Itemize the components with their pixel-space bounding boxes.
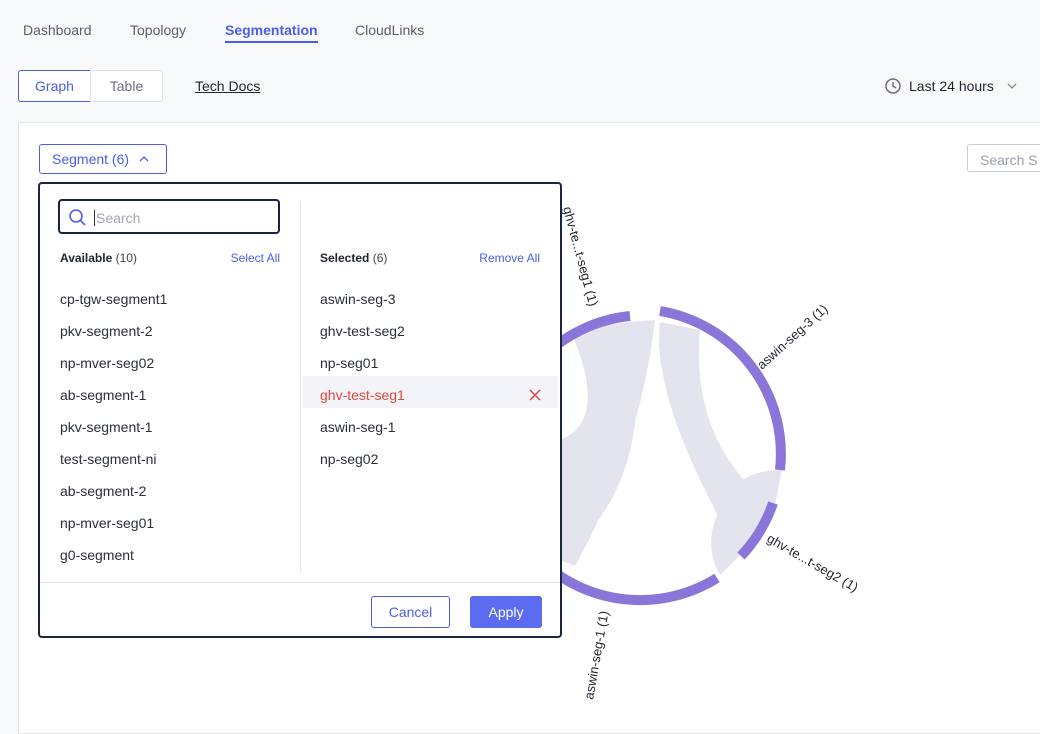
search-icon — [69, 209, 86, 226]
apply-button[interactable]: Apply — [470, 596, 542, 628]
clock-icon — [885, 78, 901, 94]
available-label: Available — [60, 251, 113, 265]
selected-item[interactable]: aswin-seg-1 — [320, 419, 396, 435]
selected-item-hover[interactable]: ghv-test-seg1 — [320, 387, 405, 403]
chord — [560, 322, 637, 560]
footer-divider — [40, 582, 560, 583]
selected-item[interactable]: ghv-test-seg2 — [320, 323, 405, 339]
chord-label: ghv-te...t-seg2 (1) — [765, 531, 861, 595]
selected-item[interactable]: aswin-seg-3 — [320, 291, 396, 307]
tab[interactable]: Topology — [130, 22, 187, 38]
chord-label: ghv-te...t-seg1 (1) — [560, 205, 601, 308]
time-range[interactable]: Last 24 hours — [909, 78, 994, 94]
arc — [659, 306, 786, 471]
selected-item[interactable]: np-seg02 — [320, 451, 379, 467]
tab[interactable]: CloudLinks — [355, 22, 425, 38]
search-input[interactable]: Search S — [967, 144, 1040, 172]
chord-label: aswin-seg-1 (1) — [581, 610, 611, 701]
segment-filter-button[interactable]: Segment (6) — [39, 144, 167, 174]
chord — [711, 470, 782, 575]
available-item[interactable]: pkv-segment-1 — [60, 419, 153, 435]
arc — [536, 556, 720, 606]
available-count: (10) — [115, 251, 137, 265]
hover-row — [302, 376, 558, 408]
search-placeholder: Search — [94, 210, 141, 226]
tab-active[interactable]: Segmentation — [225, 22, 318, 43]
remove-icon[interactable] — [529, 389, 541, 401]
divider — [300, 202, 301, 572]
segment-filter-label: Segment (6) — [52, 151, 130, 167]
arc — [737, 501, 778, 560]
available-item[interactable]: ab-segment-2 — [60, 483, 147, 499]
chord-label: aswin-seg-3 (1) — [754, 301, 831, 372]
remove-all[interactable]: Remove All — [479, 251, 540, 265]
tech-docs-link[interactable]: Tech Docs — [195, 78, 261, 94]
table-toggle[interactable]: Table — [90, 70, 163, 102]
chords — [560, 320, 782, 575]
chevron-up — [139, 156, 149, 162]
available-item[interactable]: np-mver-seg01 — [60, 515, 155, 531]
cancel-button[interactable]: Cancel — [371, 596, 450, 628]
tab[interactable]: Dashboard — [23, 22, 92, 38]
graph-toggle[interactable]: Graph — [18, 70, 91, 102]
chevron-down — [1007, 83, 1017, 89]
selected-item[interactable]: np-seg01 — [320, 355, 379, 371]
selected-label: Selected — [320, 251, 370, 265]
selected-count: (6) — [372, 251, 388, 265]
available-item[interactable]: pkv-segment-2 — [60, 323, 153, 339]
available-item[interactable]: np-mver-seg02 — [60, 355, 155, 371]
available-item[interactable]: test-segment-ni — [60, 451, 157, 467]
segment-dropdown: Search Available (10) Select All Selecte… — [38, 182, 562, 638]
available-item[interactable]: cp-tgw-segment1 — [60, 291, 168, 307]
available-header: Available (10) — [60, 251, 137, 265]
select-all[interactable]: Select All — [230, 251, 280, 265]
available-item[interactable]: g0-segment — [60, 547, 134, 563]
selected-header: Selected (6) — [320, 251, 387, 265]
available-item[interactable]: ab-segment-1 — [60, 387, 147, 403]
dropdown-search[interactable]: Search — [58, 199, 280, 234]
chord — [659, 322, 770, 555]
